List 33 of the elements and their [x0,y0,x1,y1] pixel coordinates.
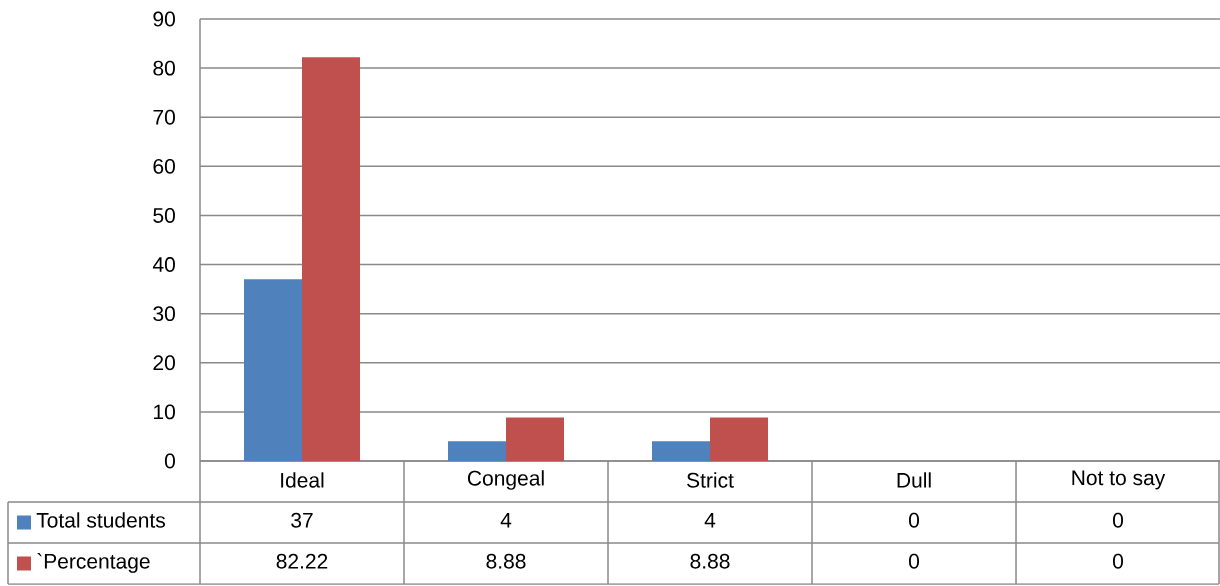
x-tick-label: Strict [687,472,734,488]
bar [244,279,302,461]
x-tick-label: Congeal [467,470,544,490]
y-tick-label: 80 [153,60,175,76]
x-tick-label: Dull [897,472,931,488]
x-tick-label: Ideal [281,472,324,488]
y-tick-label: 30 [153,306,175,322]
data-label: 0 [908,512,920,528]
bar [652,441,710,461]
legend-label: `Percentage [37,553,150,573]
data-label: 82.22 [276,553,328,569]
y-tick-label: 70 [153,109,175,125]
data-label: 37 [291,512,313,528]
data-label: 8.88 [486,553,526,569]
x-tick-label: Not to say [1072,470,1166,490]
y-tick-label: 60 [153,158,175,174]
data-label: 8.88 [690,553,730,569]
bar [506,417,564,461]
data-label: 4 [704,513,716,528]
data-label: 0 [1112,512,1124,528]
y-tick-label: 20 [153,355,175,371]
y-tick-label: 10 [154,404,175,420]
y-tick-label: 40 [152,257,175,272]
bar [448,441,506,461]
data-label: 4 [500,513,512,528]
y-tick-label: 0 [164,453,175,469]
bar [302,57,360,461]
legend-label: Total students [36,512,165,528]
bar [710,417,768,461]
data-label: 0 [908,553,920,569]
data-label: 0 [1112,553,1124,569]
y-tick-label: 50 [153,208,175,223]
y-tick-label: 90 [153,11,175,27]
